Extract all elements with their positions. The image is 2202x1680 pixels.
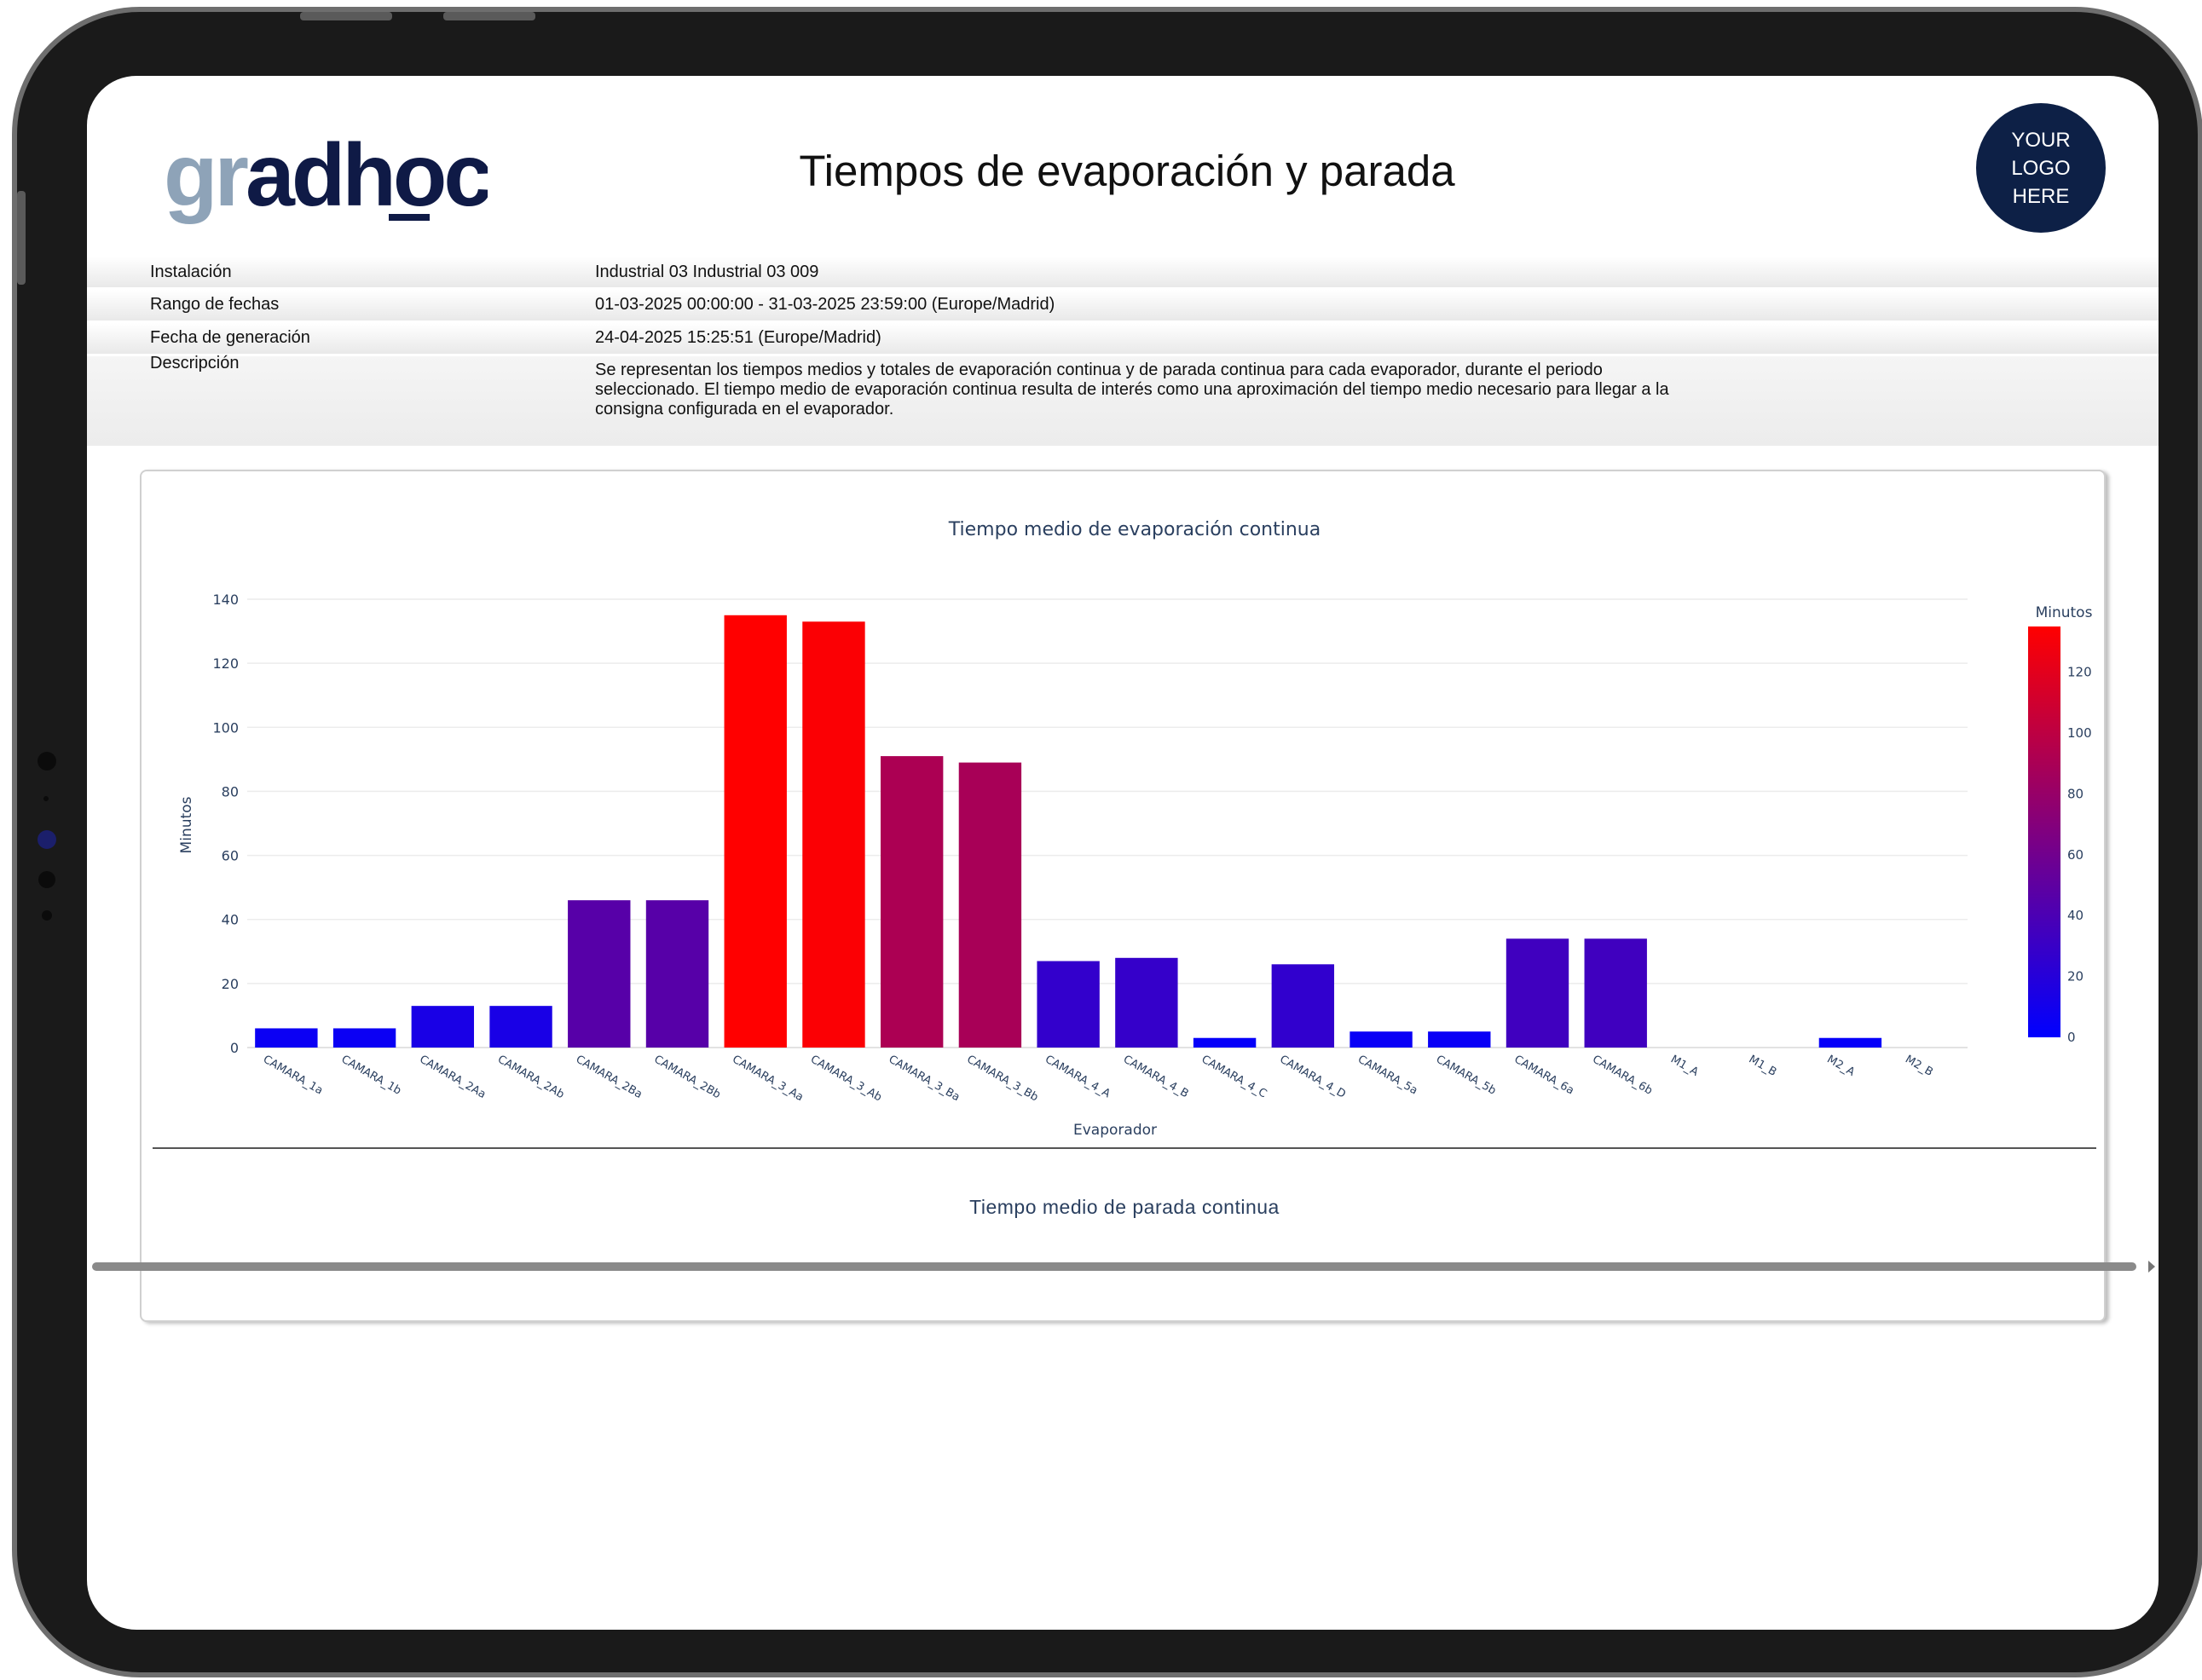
bar-camara_1b[interactable] xyxy=(332,1028,396,1048)
chart-y-ticks: 0 20 40 60 80 100 120 140 xyxy=(212,592,239,1056)
x-tick-label: CAMARA_1b xyxy=(339,1053,403,1097)
colorbar-tick-label: 0 xyxy=(2067,1030,2076,1045)
horizontal-scrollbar[interactable] xyxy=(92,1262,2136,1271)
x-tick-label: CAMARA_6a xyxy=(1512,1053,1576,1097)
meta-row-installation: Instalación Industrial 03 Industrial 03 … xyxy=(87,257,2159,290)
y-tick-label: 20 xyxy=(222,976,239,992)
y-axis-title: Minutos xyxy=(178,796,195,853)
x-tick-label: CAMARA_1a xyxy=(261,1053,325,1097)
bar-camara_2ba[interactable] xyxy=(568,900,631,1048)
x-tick-label: CAMARA_3_Bb xyxy=(964,1053,1040,1104)
bar-camara_3_ab[interactable] xyxy=(802,621,865,1048)
bar-m2_a[interactable] xyxy=(1818,1037,1882,1048)
x-axis-title: Evaporador xyxy=(1073,1122,1157,1139)
bar-camara_5b[interactable] xyxy=(1428,1031,1491,1048)
x-tick-label: M1_B xyxy=(1747,1053,1779,1078)
bar-camara_4_c[interactable] xyxy=(1193,1037,1257,1048)
meta-value-installation: Industrial 03 Industrial 03 009 xyxy=(595,263,819,281)
x-tick-label: CAMARA_4_C xyxy=(1199,1053,1269,1100)
bar-camara_5a[interactable] xyxy=(1350,1031,1413,1048)
meta-label-description: Descripción xyxy=(150,354,240,372)
meta-value-date-range: 01-03-2025 00:00:00 - 31-03-2025 23:59:0… xyxy=(595,295,1055,314)
bar-camara_3_bb[interactable] xyxy=(958,762,1022,1048)
bar-camara_1a[interactable] xyxy=(255,1028,318,1048)
meta-row-generated: Fecha de generación 24-04-2025 15:25:51 … xyxy=(87,323,2159,356)
report-metadata: Instalación Industrial 03 Industrial 03 … xyxy=(87,257,2159,446)
bar-camara_6a[interactable] xyxy=(1506,938,1569,1048)
tablet-frame: gradhoc Tiempos de evaporación y parada … xyxy=(12,7,2202,1677)
bar-camara_6b[interactable] xyxy=(1584,938,1647,1048)
chart-x-ticks: CAMARA_1a CAMARA_1b CAMARA_2Aa CAMARA_2Ab CA… xyxy=(261,1053,1935,1104)
bar-camara_2ab[interactable] xyxy=(489,1006,552,1048)
your-logo-placeholder: YOUR LOGO HERE xyxy=(1976,103,2106,233)
chart-separator xyxy=(153,1147,2096,1149)
colorbar-tick-label: 120 xyxy=(2067,665,2092,680)
chart-bars xyxy=(255,615,1882,1048)
y-tick-label: 100 xyxy=(212,719,239,736)
x-tick-label: CAMARA_2Ba xyxy=(574,1053,644,1101)
camera-dot-2 xyxy=(42,910,52,921)
bar-camara_2aa[interactable] xyxy=(411,1006,475,1048)
camera-icon xyxy=(38,830,56,849)
x-tick-label: CAMARA_3_Ba xyxy=(887,1053,962,1104)
page-title: Tiempos de evaporación y parada xyxy=(799,147,1455,195)
meta-value-generated: 24-04-2025 15:25:51 (Europe/Madrid) xyxy=(595,328,881,347)
camera-sensor-2 xyxy=(38,871,55,888)
top-button-2 xyxy=(443,12,535,20)
colorbar-tick-label: 40 xyxy=(2067,908,2084,923)
x-tick-label: CAMARA_5a xyxy=(1355,1053,1419,1097)
x-tick-label: CAMARA_4_A xyxy=(1043,1053,1113,1100)
y-tick-label: 40 xyxy=(222,912,239,928)
meta-description: Se representan los tiempos medios y tota… xyxy=(595,361,1669,419)
meta-label-date-range: Rango de fechas xyxy=(150,295,280,314)
screen: gradhoc Tiempos de evaporación y parada … xyxy=(87,76,2159,1630)
x-tick-label: M2_B xyxy=(1903,1053,1935,1078)
x-tick-label: CAMARA_4_D xyxy=(1277,1053,1348,1100)
x-tick-label: CAMARA_6b xyxy=(1590,1053,1654,1097)
y-tick-label: 80 xyxy=(222,783,239,800)
colorbar-ticks: 0 20 40 60 80 100 120 xyxy=(2067,665,2092,1045)
camera-sensor xyxy=(38,752,56,771)
colorbar-tick-label: 60 xyxy=(2067,847,2084,863)
meta-label-generated: Fecha de generación xyxy=(150,328,310,347)
chart2-title: Tiempo medio de parada continua xyxy=(969,1196,1280,1218)
side-button xyxy=(17,191,26,285)
x-tick-label: CAMARA_2Aa xyxy=(417,1053,488,1101)
colorbar-tick-label: 20 xyxy=(2067,969,2084,984)
bar-camara_3_ba[interactable] xyxy=(880,756,944,1048)
colorbar-tick-label: 80 xyxy=(2067,786,2084,801)
x-tick-label: CAMARA_3_Ab xyxy=(808,1053,884,1104)
bar-camara_4_a[interactable] xyxy=(1037,961,1100,1048)
x-tick-label: CAMARA_5b xyxy=(1434,1053,1498,1097)
y-tick-label: 140 xyxy=(212,592,239,608)
x-tick-label: M1_A xyxy=(1668,1053,1701,1078)
chart-title: Tiempo medio de evaporación continua xyxy=(948,519,1321,540)
y-tick-label: 60 xyxy=(222,848,239,864)
chart-gridlines xyxy=(247,598,1968,1048)
bar-camara_2bb[interactable] xyxy=(645,900,709,1048)
x-tick-label: CAMARA_2Ab xyxy=(495,1053,566,1101)
chart-card: Tiempo medio de evaporación continua CAM… xyxy=(140,470,2106,1322)
bar-camara_4_b[interactable] xyxy=(1115,957,1178,1048)
scroll-right-arrow-icon[interactable] xyxy=(2148,1261,2155,1273)
colorbar-title: Minutos xyxy=(2036,604,2093,621)
meta-label-installation: Instalación xyxy=(150,263,232,281)
colorbar xyxy=(2028,626,2060,1037)
bar-chart-evaporation: Tiempo medio de evaporación continua CAM… xyxy=(178,519,2093,1139)
y-tick-label: 120 xyxy=(212,655,239,672)
gradhoc-logo: gradhoc xyxy=(164,129,488,225)
meta-row-date-range: Rango de fechas 01-03-2025 00:00:00 - 31… xyxy=(87,290,2159,323)
x-tick-label: CAMARA_4_B xyxy=(1121,1053,1191,1100)
top-button-1 xyxy=(300,12,392,20)
svg-text:gradhoc: gradhoc xyxy=(164,129,488,225)
bar-camara_3_aa[interactable] xyxy=(724,615,787,1048)
x-tick-label: CAMARA_3_Aa xyxy=(730,1053,806,1104)
y-tick-label: 0 xyxy=(230,1040,239,1056)
camera-dot xyxy=(43,796,49,801)
x-tick-label: CAMARA_2Bb xyxy=(652,1053,723,1101)
x-tick-label: M2_A xyxy=(1824,1053,1857,1078)
colorbar-tick-label: 100 xyxy=(2067,725,2092,741)
bar-camara_4_d[interactable] xyxy=(1271,964,1335,1048)
